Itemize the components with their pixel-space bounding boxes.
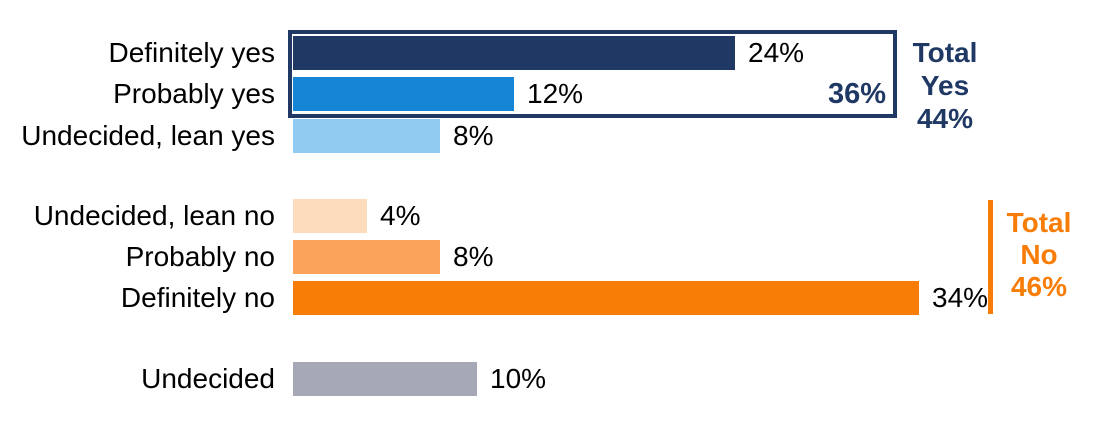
category-label-probably-yes: Probably yes — [113, 78, 275, 109]
total-no-line-2: No — [1020, 239, 1058, 270]
total-no-line-3: 46% — [1010, 271, 1068, 302]
value-label-undecided-lean-no: 4% — [380, 200, 421, 231]
bar-row-undecided-lean-no: Undecided, lean no 4% — [0, 199, 1104, 233]
value-label-definitely-yes: 24% — [748, 37, 805, 68]
bar-row-definitely-yes: Definitely yes 24% — [0, 36, 1104, 70]
bar-undecided-lean-yes — [293, 119, 440, 153]
total-yes-line-2: Yes — [920, 70, 970, 101]
category-label-undecided-lean-yes: Undecided, lean yes — [21, 120, 275, 151]
bar-probably-yes — [293, 77, 514, 111]
total-yes-line-1: Total — [912, 37, 978, 68]
total-yes-label: Total Yes 44% — [903, 36, 987, 135]
value-label-probably-no: 8% — [453, 241, 494, 272]
total-no-accent-line — [988, 200, 993, 314]
yes-subtotal-label: 36% — [827, 78, 886, 110]
value-label-undecided: 10% — [490, 363, 547, 394]
bar-row-undecided-lean-yes: Undecided, lean yes 8% — [0, 119, 1104, 153]
total-yes-outline-box — [288, 30, 897, 118]
category-label-undecided: Undecided — [141, 363, 275, 394]
total-no-label: Total No 46% — [997, 207, 1081, 303]
bar-definitely-yes — [293, 36, 735, 70]
bar-row-definitely-no: Definitely no 34% — [0, 281, 1104, 315]
category-label-probably-no: Probably no — [125, 241, 275, 272]
bar-definitely-no — [293, 281, 919, 315]
category-label-undecided-lean-no: Undecided, lean no — [33, 200, 275, 231]
bar-probably-no — [293, 240, 440, 274]
bar-undecided-lean-no — [293, 199, 367, 233]
bar-row-probably-no: Probably no 8% — [0, 240, 1104, 274]
value-label-definitely-no: 34% — [932, 282, 989, 313]
value-label-probably-yes: 12% — [527, 78, 584, 109]
category-label-definitely-yes: Definitely yes — [108, 37, 275, 68]
bar-row-probably-yes: Probably yes 12% — [0, 77, 1104, 111]
total-yes-line-3: 44% — [916, 103, 974, 134]
bar-row-undecided: Undecided 10% — [0, 362, 1104, 396]
value-label-undecided-lean-yes: 8% — [453, 120, 494, 151]
category-label-definitely-no: Definitely no — [120, 282, 275, 313]
bar-undecided — [293, 362, 477, 396]
total-no-line-1: Total — [1006, 207, 1072, 238]
